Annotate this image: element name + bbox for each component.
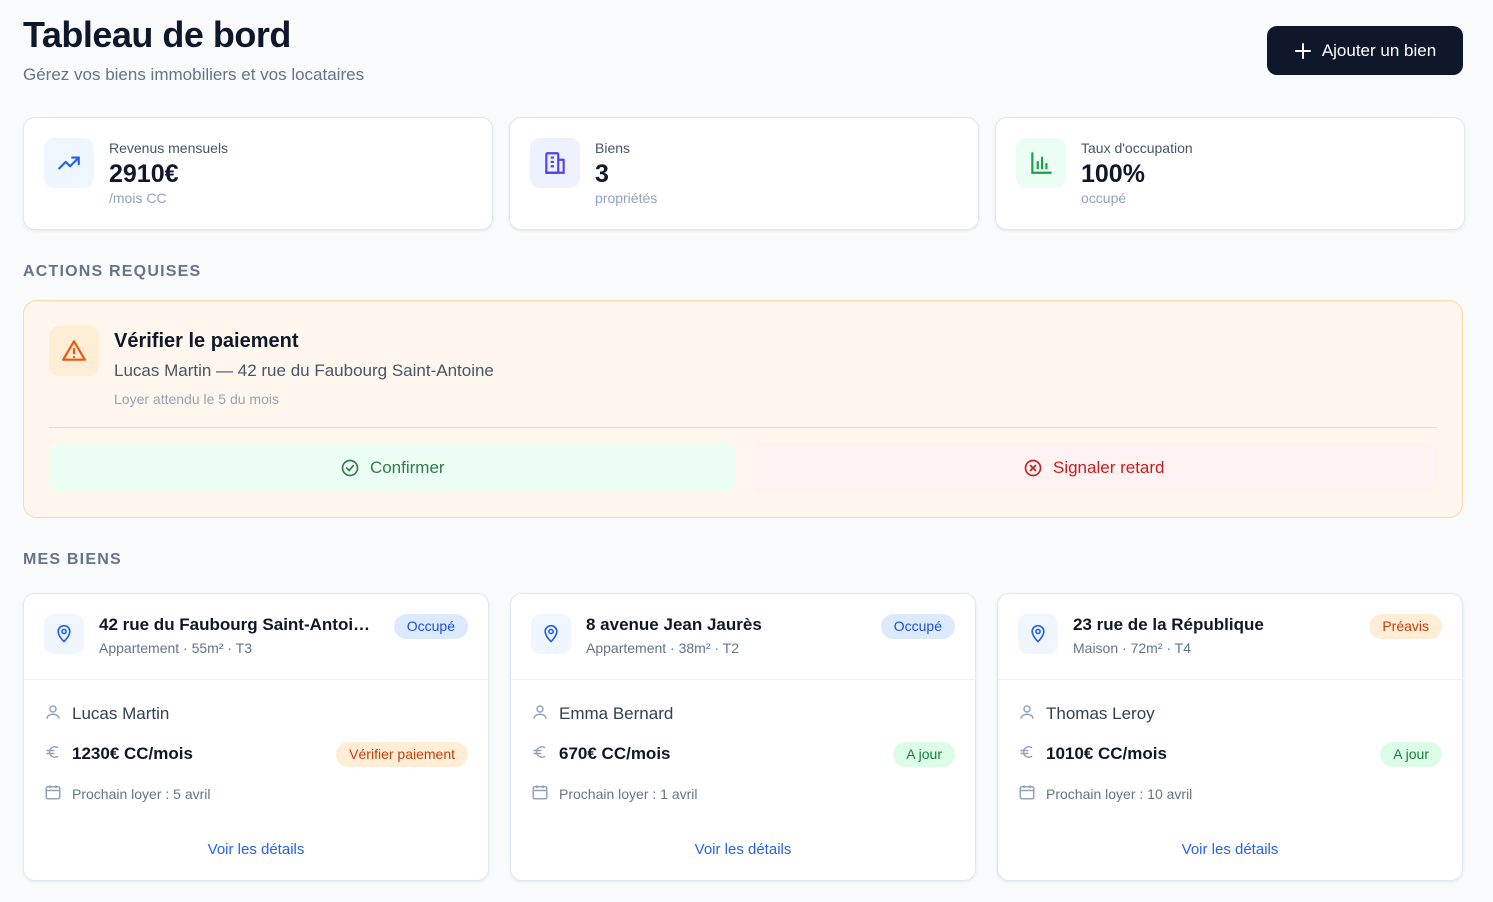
user-icon — [44, 703, 62, 726]
stat-label: Taux d'occupation — [1081, 140, 1193, 156]
action-note: Loyer attendu le 5 du mois — [114, 391, 279, 407]
next-rent: Prochain loyer : 5 avril — [72, 786, 211, 802]
section-heading: MES BIENS — [23, 551, 122, 568]
add-property-button[interactable]: Ajouter un bien — [1267, 26, 1463, 75]
stat-note: occupé — [1081, 190, 1127, 206]
tenant-name: Emma Bernard — [559, 704, 674, 723]
next-rent: Prochain loyer : 1 avril — [559, 786, 698, 802]
property-card: 8 avenue Jean Jaurès Appartement · 38m² ·… — [510, 593, 976, 881]
warning-icon — [49, 326, 99, 376]
action-detail: Lucas Martin — 42 rue du Faubourg Saint-… — [114, 361, 494, 380]
stat-card: Taux d'occupation 100% occupé — [995, 117, 1465, 230]
status-badge: Préavis — [1369, 614, 1442, 639]
stat-label: Revenus mensuels — [109, 140, 229, 156]
stat-value: 3 — [595, 160, 609, 188]
action-card: Vérifier le paiement Lucas Martin — 42 r… — [23, 300, 1463, 518]
stat-note: propriétés — [595, 190, 658, 206]
property-meta: Appartement · 38m² · T2 — [586, 640, 740, 656]
section-heading: ACTIONS REQUISES — [23, 263, 202, 280]
stat-icon — [44, 138, 94, 188]
tenant-name: Lucas Martin — [72, 704, 170, 723]
pin-icon — [531, 614, 571, 654]
page-title: Tableau de bord — [23, 14, 291, 55]
button-label: Confirmer — [369, 457, 445, 477]
euro-icon — [44, 743, 62, 766]
euro-icon — [531, 743, 549, 766]
tenant-name: Thomas Leroy — [1046, 704, 1155, 723]
calendar-icon — [531, 783, 549, 806]
stat-value: 100% — [1081, 160, 1145, 188]
euro-icon — [1018, 743, 1036, 766]
user-icon — [1018, 703, 1036, 726]
property-address: 23 rue de la République — [1073, 615, 1264, 634]
pin-icon — [44, 614, 84, 654]
button-label: Signaler retard — [1052, 457, 1165, 477]
property-meta: Maison · 72m² · T4 — [1073, 640, 1191, 656]
property-address: 42 rue du Faubourg Saint-Antoi… — [99, 615, 371, 634]
stat-card: Revenus mensuels 2910€ /mois CC — [23, 117, 493, 230]
details-link[interactable]: Voir les détails — [694, 841, 792, 858]
confirm-button[interactable]: Confirmer — [49, 443, 736, 492]
calendar-icon — [44, 783, 62, 806]
stat-icon — [1016, 138, 1066, 188]
plus-icon — [1294, 42, 1311, 59]
next-rent: Prochain loyer : 10 avril — [1046, 786, 1193, 802]
status-badge: Occupé — [880, 614, 955, 639]
payment-badge: Vérifier paiement — [336, 741, 468, 767]
property-address: 8 avenue Jean Jaurès — [586, 615, 762, 634]
action-title: Vérifier le paiement — [114, 330, 299, 352]
button-label: Ajouter un bien — [1321, 40, 1437, 60]
rent: 1230€ CC/mois — [72, 744, 193, 763]
property-meta: Appartement · 55m² · T3 — [99, 640, 253, 656]
rent: 1010€ CC/mois — [1046, 744, 1167, 763]
payment-badge: A jour — [893, 741, 955, 767]
user-icon — [531, 703, 549, 726]
report-late-button[interactable]: Signaler retard — [750, 443, 1437, 492]
property-card: 23 rue de la République Maison · 72m² · T… — [997, 593, 1463, 881]
stat-card: Biens 3 propriétés — [509, 117, 979, 230]
rent: 670€ CC/mois — [559, 744, 671, 763]
divider — [49, 427, 1437, 428]
details-link[interactable]: Voir les détails — [1181, 841, 1279, 858]
stat-icon — [530, 138, 580, 188]
page-subtitle: Gérez vos biens immobiliers et vos locat… — [23, 65, 365, 84]
property-card: 42 rue du Faubourg Saint-Antoi… Apparteme… — [23, 593, 489, 881]
stats-row: Revenus mensuels 2910€ /mois CC Biens 3 prop… — [23, 117, 1465, 230]
details-link[interactable]: Voir les détails — [207, 841, 305, 858]
calendar-icon — [1018, 783, 1036, 806]
stat-label: Biens — [595, 140, 631, 156]
pin-icon — [1018, 614, 1058, 654]
status-badge: Occupé — [393, 614, 468, 639]
stat-value: 2910€ — [109, 160, 179, 188]
stat-note: /mois CC — [109, 190, 167, 206]
property-list: 42 rue du Faubourg Saint-Antoi… Apparteme… — [23, 593, 1463, 881]
payment-badge: A jour — [1380, 741, 1442, 767]
